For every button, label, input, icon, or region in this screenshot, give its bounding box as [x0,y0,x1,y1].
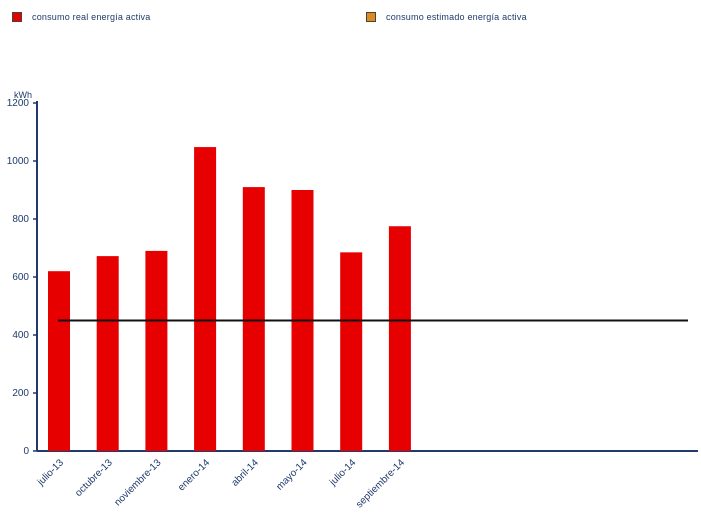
legend-label-real: consumo real energía activa [32,12,151,22]
bar [340,252,363,451]
bar [242,187,265,451]
x-tick-label: abril-14 [230,457,262,489]
x-tick-label: octubre-13 [73,457,115,499]
y-tick-label: 0 [23,446,29,457]
x-tick-label: noviembre-13 [112,457,163,508]
x-tick-label: mayo-14 [274,457,310,493]
legend-item-real: consumo real energía activa [12,12,150,22]
y-axis-label: kWh [14,90,32,100]
x-tick-label: enero-14 [176,457,212,493]
y-tick-label: 600 [12,272,29,283]
y-tick-label: 1200 [7,98,30,109]
x-tick-label: julio-14 [327,457,359,489]
x-tick-label: septiembre-14 [354,457,407,510]
x-tick-label: julio-13 [35,457,67,489]
y-tick-label: 1000 [7,156,30,167]
bar [388,226,411,451]
legend-swatch-real [12,12,22,22]
y-tick-label: 200 [12,388,29,399]
bar [145,250,168,451]
legend-label-estimated: consumo estimado energía activa [386,12,527,22]
bar [194,147,217,451]
legend-item-estimated: consumo estimado energía activa [366,12,527,22]
legend-swatch-estimated [366,12,376,22]
y-tick-label: 800 [12,214,29,225]
bar [48,271,70,451]
bar [96,256,119,451]
y-tick-label: 400 [12,330,29,341]
